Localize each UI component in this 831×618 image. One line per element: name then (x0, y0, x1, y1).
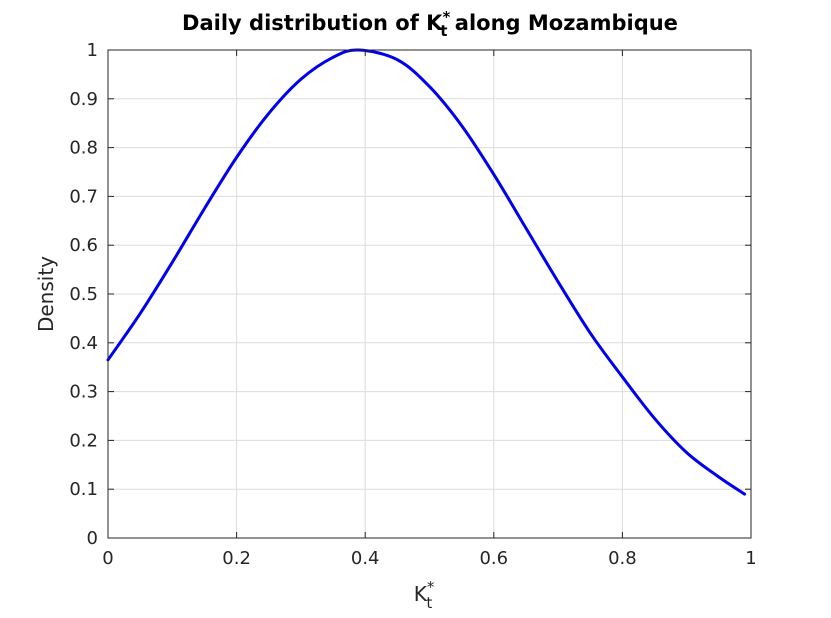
chart-title-sup: * (442, 8, 450, 26)
series-layer (106, 48, 747, 496)
plot-frame (107, 49, 752, 539)
x-axis-label: K* t (414, 578, 435, 612)
y-tick-label: 0.4 (69, 333, 98, 354)
y-tick-label: 0.3 (69, 382, 98, 403)
x-tick-label: 0 (102, 548, 113, 569)
x-tick-label: 0.4 (351, 548, 380, 569)
grid (107, 49, 752, 539)
y-tick-label: 0.6 (69, 235, 98, 256)
y-tick-label: 0.2 (69, 430, 98, 451)
y-tick-label: 0.5 (69, 284, 98, 305)
y-tick-label: 0.7 (69, 186, 98, 207)
x-axis-label-sub: t (426, 594, 432, 612)
y-axis-label: Density (34, 256, 58, 332)
x-tick-label: 1 (745, 548, 756, 569)
y-tick-label: 0.8 (69, 138, 98, 159)
chart-title-sub: t (440, 22, 447, 40)
y-tick-label: 1 (87, 40, 98, 61)
density-series-line (106, 48, 747, 496)
x-axis-label-sup: * (427, 578, 435, 596)
chart-title: Daily distribution of K* t along Mozambiq… (182, 8, 678, 40)
axis-ticks: 0 0.2 0.4 0.6 0.8 1 0 0.1 0.2 0.3 0.4 0.5 0.6 0.7 0.8 0… (69, 40, 756, 569)
x-tick-label: 0.6 (479, 548, 508, 569)
x-tick-label: 0.2 (222, 548, 251, 569)
y-tick-label: 0 (87, 528, 98, 549)
x-tick-label: 0.8 (608, 548, 637, 569)
y-tick-label: 0.9 (69, 89, 98, 110)
chart-title-suffix: along Mozambique (447, 11, 677, 35)
y-tick-label: 0.1 (69, 479, 98, 500)
chart-title-prefix: Daily distribution of K (182, 11, 443, 35)
x-axis-label-base: K (414, 582, 428, 606)
